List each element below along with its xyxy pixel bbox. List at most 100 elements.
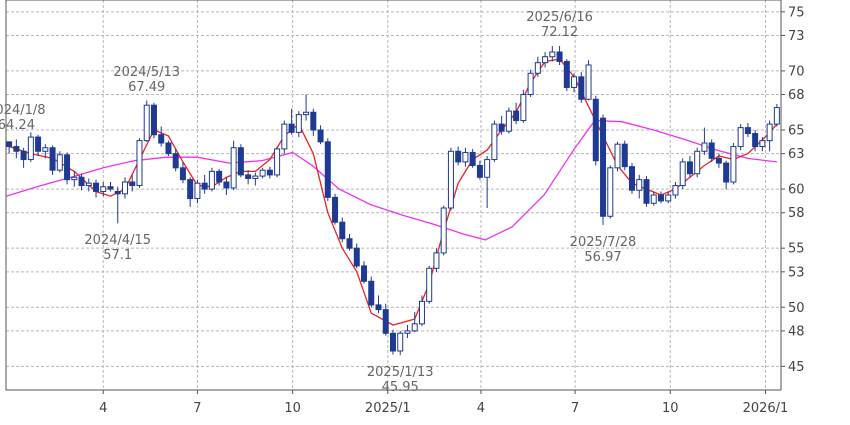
candle-body xyxy=(324,141,331,198)
candle-body xyxy=(701,142,708,152)
candle-body xyxy=(513,110,520,122)
candle-body xyxy=(404,330,411,334)
candle-body xyxy=(571,76,578,88)
candle xyxy=(730,143,737,185)
x-axis-ticks: 4 7 10 2025/1 4 7 10 2026/1 xyxy=(99,390,788,416)
annotation-date: 2025/7/28 xyxy=(569,234,637,250)
candle xyxy=(600,114,607,225)
candle xyxy=(295,111,302,138)
candle-body xyxy=(252,175,259,179)
candle xyxy=(643,176,650,207)
candle xyxy=(650,191,657,206)
candle-body xyxy=(346,238,353,249)
x-tick-label: 2026/1 xyxy=(743,401,789,416)
candle-body xyxy=(237,147,244,176)
candle-body xyxy=(49,147,56,171)
candle-body xyxy=(56,154,63,171)
candle xyxy=(339,217,346,243)
candle-body xyxy=(114,190,121,195)
candle-body xyxy=(208,170,215,190)
candle-body xyxy=(708,142,715,159)
candle xyxy=(35,134,42,156)
candle-body xyxy=(455,150,462,163)
candle-body xyxy=(20,150,27,161)
candle xyxy=(216,169,223,186)
annotation-low: 2024/4/15 57.1 xyxy=(58,233,178,263)
candle-body xyxy=(447,150,454,209)
candle xyxy=(143,100,150,142)
candle-body xyxy=(759,140,766,148)
candle xyxy=(629,163,636,194)
candle xyxy=(266,166,273,179)
candle-body xyxy=(563,60,570,88)
candle-body xyxy=(600,117,607,217)
candle xyxy=(723,160,730,190)
candle xyxy=(6,141,13,154)
candle-body xyxy=(484,159,491,178)
candle xyxy=(136,138,143,188)
candle-body xyxy=(332,196,339,223)
grid-lines xyxy=(6,0,781,390)
candle xyxy=(230,140,237,191)
candle-body xyxy=(295,114,302,133)
candle xyxy=(527,69,534,97)
y-tick-label: 60 xyxy=(788,183,805,198)
candle xyxy=(744,122,751,138)
candle-body xyxy=(13,146,20,152)
candle xyxy=(469,148,476,168)
candle-body xyxy=(621,143,628,168)
candle xyxy=(513,102,520,125)
candle-body xyxy=(266,169,273,176)
candle-body xyxy=(361,265,368,282)
candle xyxy=(411,312,418,333)
candle-body xyxy=(143,104,150,142)
candle xyxy=(150,102,157,139)
candle-body xyxy=(179,167,186,181)
candle xyxy=(49,145,56,175)
candle xyxy=(542,52,549,68)
candle-body xyxy=(744,127,751,135)
candle xyxy=(418,295,425,327)
candle xyxy=(259,167,266,179)
candle-body xyxy=(491,123,498,161)
x-tick-label: 10 xyxy=(284,401,301,416)
annotation-value: 64.24 xyxy=(0,117,35,133)
candle xyxy=(549,46,556,62)
x-tick-label: 4 xyxy=(477,401,485,416)
candle xyxy=(303,94,310,121)
annotation-date: 2025/1/13 xyxy=(366,365,434,381)
candle xyxy=(708,139,715,162)
candle-body xyxy=(672,185,679,196)
candle xyxy=(201,174,208,194)
y-tick-label: 53 xyxy=(788,265,805,280)
candle xyxy=(129,174,136,192)
candle xyxy=(361,261,368,284)
candle-body xyxy=(752,133,759,148)
candle-body xyxy=(107,186,114,190)
candle xyxy=(773,104,780,127)
candle xyxy=(665,191,672,204)
candle xyxy=(382,303,389,336)
candle xyxy=(679,158,686,190)
candle xyxy=(78,173,85,191)
candle xyxy=(433,248,440,272)
candle xyxy=(64,152,71,185)
candle xyxy=(556,45,563,65)
candle-body xyxy=(556,51,563,62)
candle xyxy=(121,177,128,199)
candle xyxy=(194,179,201,204)
candle-body xyxy=(223,181,230,189)
x-tick-label: 7 xyxy=(571,401,579,416)
annotation-date: 2024/1/8 xyxy=(0,102,46,118)
candle-body xyxy=(317,129,324,143)
candle xyxy=(520,89,527,123)
candle xyxy=(208,167,215,192)
candle-body xyxy=(397,332,404,352)
candle xyxy=(353,243,360,269)
candle-body xyxy=(715,157,722,164)
candle-body xyxy=(694,150,701,175)
candle xyxy=(607,165,614,219)
candle xyxy=(332,193,339,225)
candle-body xyxy=(288,123,295,133)
